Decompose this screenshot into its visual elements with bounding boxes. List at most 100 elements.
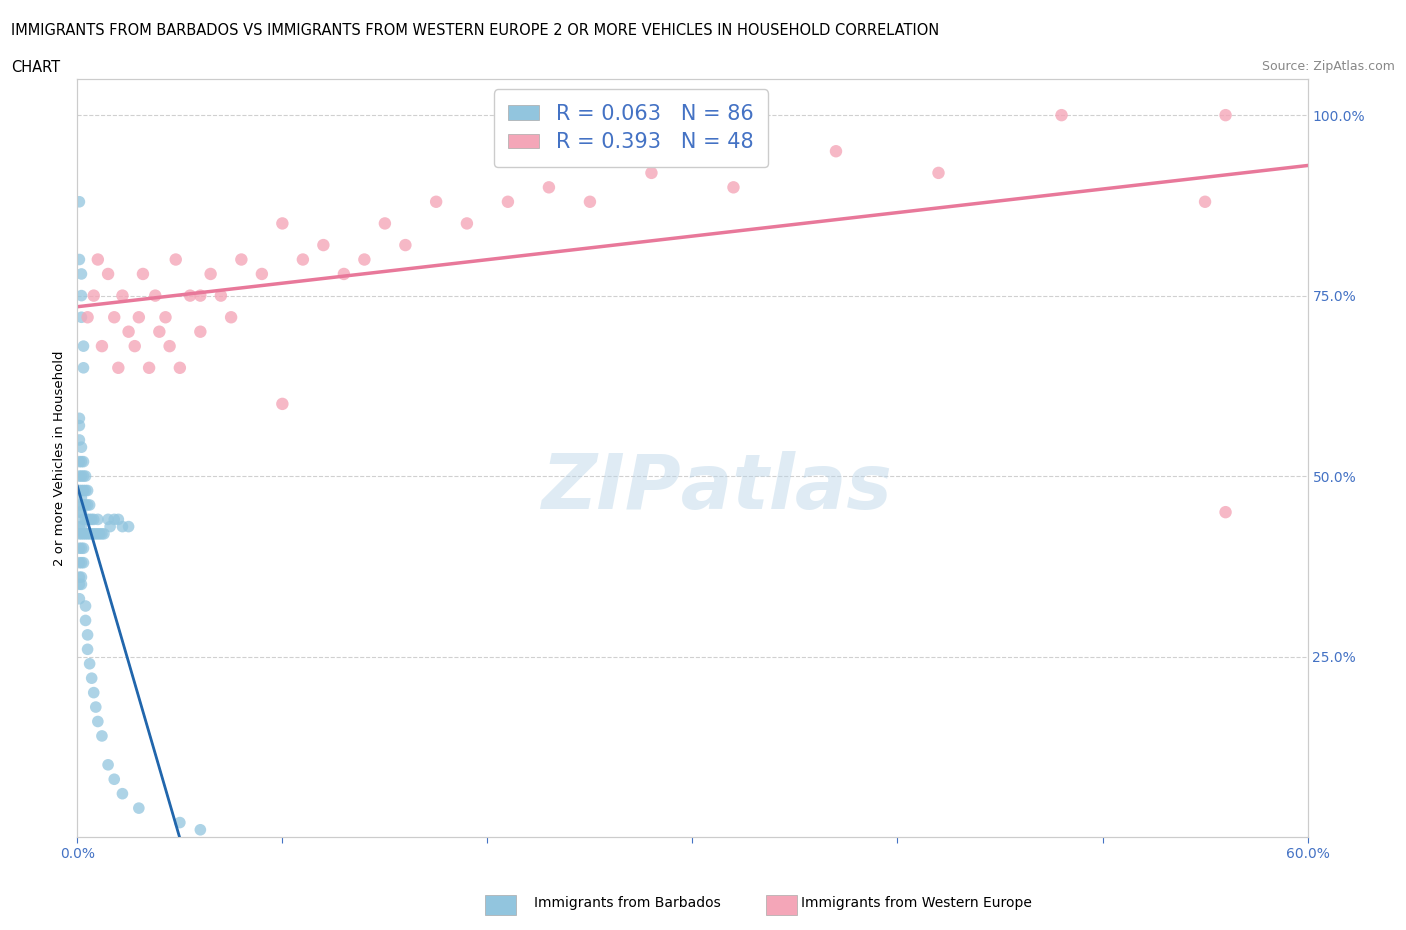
Point (70, 519, 93, 534)
Point (103, 512, 125, 526)
Point (67, 194, 90, 209)
Point (70, 440, 93, 455)
Point (374, 216, 396, 231)
Point (111, 288, 134, 303)
Point (132, 267, 155, 282)
Point (67, 591, 90, 606)
Point (67, 541, 90, 556)
Point (79, 498, 101, 512)
Point (1194, 194, 1216, 209)
Point (640, 166, 662, 180)
Point (271, 396, 294, 411)
Point (75, 483, 97, 498)
Point (72, 360, 94, 375)
Point (124, 339, 146, 353)
Point (76, 642, 98, 657)
Point (111, 519, 134, 534)
Point (67, 432, 90, 447)
Point (75, 526, 97, 541)
Point (1215, 108, 1237, 123)
Text: IMMIGRANTS FROM BARBADOS VS IMMIGRANTS FROM WESTERN EUROPE 2 OR MORE VEHICLES IN: IMMIGRANTS FROM BARBADOS VS IMMIGRANTS F… (11, 23, 939, 38)
Point (70, 483, 93, 498)
Point (231, 252, 253, 267)
Point (70, 310, 93, 325)
Point (67, 411, 90, 426)
Point (90, 339, 114, 353)
Y-axis label: 2 or more Vehicles in Household: 2 or more Vehicles in Household (53, 351, 66, 565)
Legend: R = 0.063   N = 86, R = 0.393   N = 48: R = 0.063 N = 86, R = 0.393 N = 48 (494, 89, 768, 167)
Point (159, 339, 181, 353)
Point (353, 252, 375, 267)
Point (87, 252, 110, 267)
Point (188, 325, 212, 339)
Point (80, 512, 103, 526)
Point (67, 469, 90, 484)
Point (103, 772, 125, 787)
Point (67, 555, 90, 570)
Point (83, 685, 105, 700)
Point (70, 454, 93, 469)
Point (87, 526, 110, 541)
Point (117, 325, 139, 339)
Point (93, 526, 115, 541)
Point (79, 526, 101, 541)
Point (128, 801, 150, 816)
Point (67, 519, 90, 534)
Text: Source: ZipAtlas.com: Source: ZipAtlas.com (1261, 60, 1395, 73)
Point (209, 288, 232, 303)
Point (67, 454, 90, 469)
Point (76, 483, 98, 498)
Point (143, 288, 166, 303)
Point (84, 526, 107, 541)
Point (90, 526, 114, 541)
Point (1215, 505, 1237, 520)
Point (83, 512, 105, 526)
Point (80, 526, 103, 541)
Point (67, 498, 90, 512)
Point (84, 699, 107, 714)
Point (87, 714, 110, 729)
Point (219, 310, 242, 325)
Point (72, 469, 94, 484)
Point (87, 512, 110, 526)
Point (67, 505, 90, 520)
Point (70, 526, 93, 541)
Point (70, 541, 93, 556)
Point (72, 339, 94, 353)
Point (70, 490, 93, 505)
Point (83, 526, 105, 541)
Point (79, 512, 101, 526)
Point (928, 166, 950, 180)
Point (80, 671, 103, 685)
Point (394, 238, 416, 253)
Text: CHART: CHART (11, 60, 60, 75)
Point (179, 288, 201, 303)
Point (67, 483, 90, 498)
Point (76, 526, 98, 541)
Point (72, 483, 94, 498)
Point (291, 252, 314, 267)
Point (333, 267, 356, 282)
Point (97, 512, 120, 526)
Point (155, 310, 177, 325)
Point (75, 469, 97, 484)
Point (79, 657, 101, 671)
Point (70, 555, 93, 570)
Point (72, 555, 94, 570)
Point (72, 526, 94, 541)
Point (75, 599, 97, 614)
Point (70, 577, 93, 591)
Point (90, 728, 114, 743)
Point (83, 288, 105, 303)
Point (97, 757, 120, 772)
Point (723, 179, 745, 194)
Point (76, 310, 98, 325)
Point (456, 216, 478, 231)
Text: Immigrants from Western Europe: Immigrants from Western Europe (801, 896, 1032, 910)
Point (1050, 108, 1073, 123)
Point (67, 252, 90, 267)
Point (76, 628, 98, 643)
Point (97, 267, 120, 282)
Point (67, 570, 90, 585)
Point (111, 786, 134, 801)
